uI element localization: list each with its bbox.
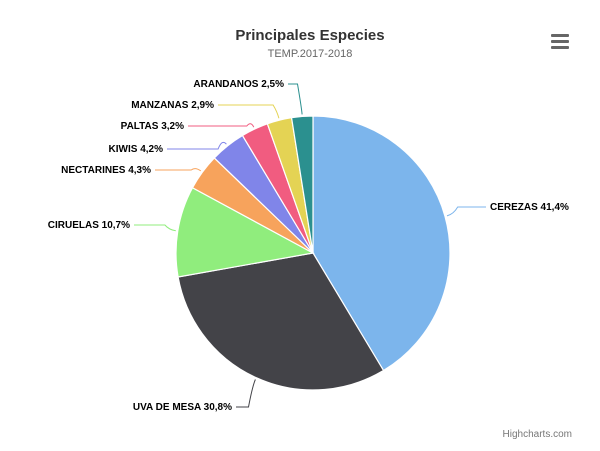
connector-paltas bbox=[188, 123, 255, 128]
pie-slice-cerezas[interactable] bbox=[312, 115, 451, 372]
data-label-uva-de-mesa: UVA DE MESA 30,8% bbox=[133, 402, 232, 413]
data-label-paltas: PALTAS 3,2% bbox=[121, 121, 184, 132]
connector-kiwis bbox=[167, 141, 227, 150]
data-label-nectarines: NECTARINES 4,3% bbox=[61, 165, 151, 176]
pie-slice-uva-de-mesa[interactable] bbox=[177, 252, 385, 391]
credits-link[interactable]: Highcharts.com bbox=[503, 429, 572, 440]
chart-subtitle: TEMP.2017-2018 bbox=[268, 48, 353, 60]
pie-slices bbox=[175, 115, 451, 391]
data-label-cerezas: CEREZAS 41,4% bbox=[490, 202, 569, 213]
connector-cerezas bbox=[446, 206, 486, 217]
data-label-ciruelas: CIRUELAS 10,7% bbox=[48, 220, 130, 231]
connector-nectarines bbox=[155, 168, 202, 172]
hamburger-menu-icon[interactable] bbox=[548, 31, 572, 51]
connector-manzanas bbox=[218, 104, 280, 119]
data-label-kiwis: KIWIS 4,2% bbox=[109, 144, 164, 155]
chart-title: Principales Especies bbox=[235, 27, 384, 44]
data-label-manzanas: MANZANAS 2,9% bbox=[131, 100, 214, 111]
connector-uva-de-mesa bbox=[236, 379, 256, 408]
connector-ciruelas bbox=[134, 224, 176, 232]
connector-arandanos bbox=[288, 83, 303, 115]
pie-slice-arandanos[interactable] bbox=[290, 115, 314, 254]
pie-connectors bbox=[134, 83, 486, 408]
pie-labels: CEREZAS 41,4% UVA DE MESA 30,8% CIRUELAS 1… bbox=[48, 79, 569, 413]
pie-slice-ciruelas[interactable] bbox=[175, 186, 315, 278]
data-label-arandanos: ARANDANOS 2,5% bbox=[193, 79, 284, 90]
